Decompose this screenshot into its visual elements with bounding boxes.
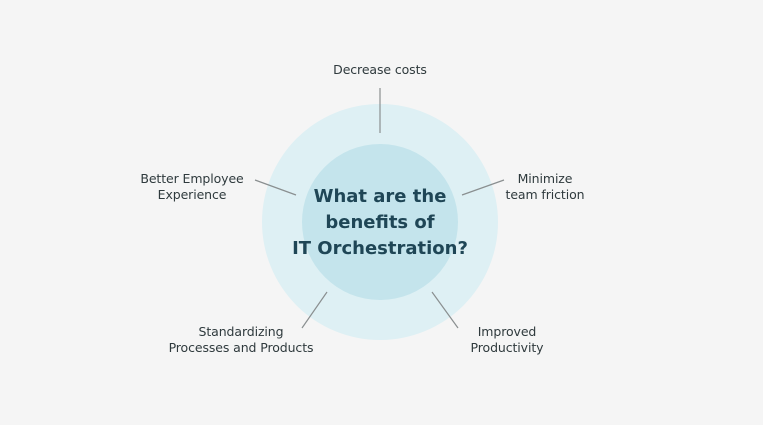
connector-minimize-team-friction bbox=[461, 179, 505, 196]
title-line-1: What are the bbox=[313, 186, 447, 207]
connector-standardizing bbox=[301, 291, 328, 329]
benefit-improved-productivity: Improved Productivity bbox=[465, 324, 549, 356]
benefit-minimize-team-friction: Minimize team friction bbox=[504, 171, 586, 203]
benefit-better-employee-experience-line-1: Better Employee bbox=[140, 171, 244, 186]
benefit-better-employee-experience-line-2: Experience bbox=[157, 187, 227, 202]
benefit-standardizing-processes-line-2: Processes and Products bbox=[168, 340, 314, 355]
benefit-decrease-costs-line-1: Decrease costs bbox=[333, 62, 427, 77]
benefit-standardizing-processes: Standardizing Processes and Products bbox=[158, 324, 324, 356]
title-line-2: benefits of bbox=[325, 212, 435, 233]
diagram-title: What are the benefits of IT Orchestratio… bbox=[280, 184, 480, 262]
connector-improved-productivity bbox=[431, 291, 459, 329]
benefit-standardizing-processes-line-1: Standardizing bbox=[198, 324, 284, 339]
connector-better-employee-experience bbox=[254, 179, 297, 196]
benefit-improved-productivity-line-2: Productivity bbox=[470, 340, 544, 355]
benefit-decrease-costs: Decrease costs bbox=[330, 62, 430, 78]
benefit-minimize-team-friction-line-2: team friction bbox=[505, 187, 585, 202]
title-line-3: IT Orchestration? bbox=[292, 238, 468, 259]
benefit-improved-productivity-line-1: Improved bbox=[477, 324, 537, 339]
benefit-minimize-team-friction-line-1: Minimize bbox=[517, 171, 573, 186]
inner-circle bbox=[302, 144, 458, 300]
benefit-better-employee-experience: Better Employee Experience bbox=[134, 171, 250, 203]
